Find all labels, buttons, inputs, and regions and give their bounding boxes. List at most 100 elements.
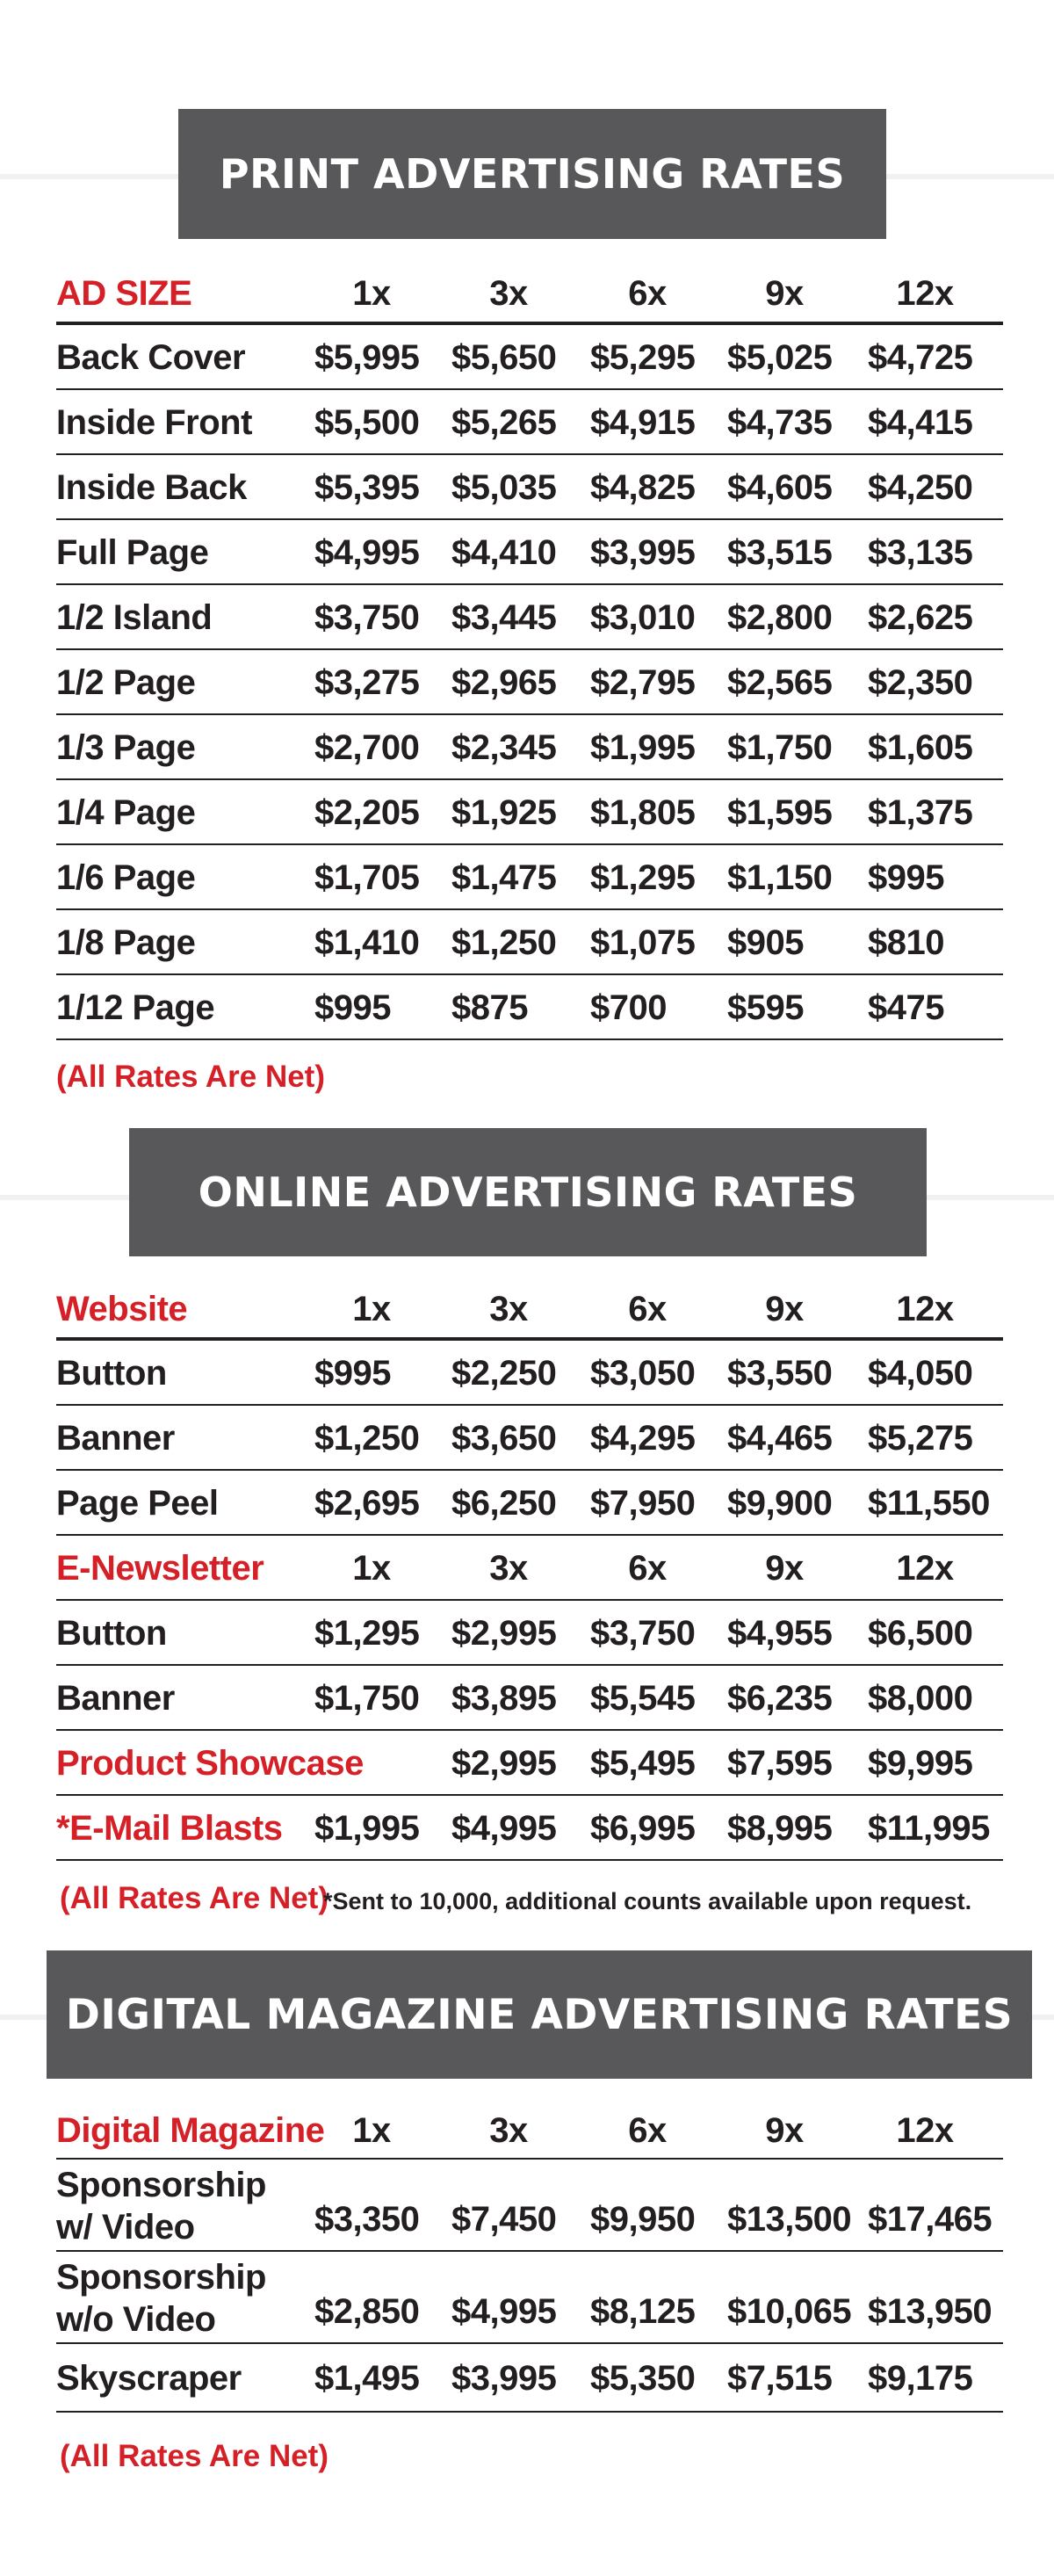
- rate-cell: $6,235: [727, 1678, 833, 1718]
- divider: [56, 1534, 1003, 1536]
- rate-cell: $13,950: [868, 2292, 993, 2331]
- header-3x: 3x: [489, 273, 528, 313]
- row-label: Banner: [56, 1678, 175, 1718]
- divider: [56, 322, 1003, 325]
- digital-rates-title: DIGITAL MAGAZINE ADVERTISING RATES: [65, 1990, 1014, 2039]
- divider: [56, 2158, 1003, 2160]
- row-label-line-1: Sponsorship: [56, 2257, 266, 2297]
- rate-cell: $2,850: [314, 2292, 420, 2331]
- rate-cell: $8,125: [590, 2292, 696, 2331]
- header-9x: 9x: [765, 1548, 804, 1588]
- rate-cell: $1,595: [727, 792, 833, 832]
- rate-cell: $6,995: [590, 1808, 696, 1848]
- digital-rates-table: Digital Magazine 1x 3x 6x 9x 12x Sponsor…: [56, 2102, 1003, 2413]
- rate-cell: $3,995: [590, 532, 696, 572]
- row-label: Inside Front: [56, 402, 252, 442]
- header-6x: 6x: [628, 2110, 667, 2150]
- rate-cell: $2,350: [868, 662, 973, 702]
- rate-cell: $2,205: [314, 792, 420, 832]
- table-row: Inside Back $5,395 $5,035 $4,825 $4,605 $4,25…: [56, 455, 1003, 520]
- rate-cell: $1,375: [868, 792, 973, 832]
- rate-cell: $4,735: [727, 402, 833, 442]
- rate-cell: $7,450: [451, 2200, 557, 2239]
- rate-cell: $9,950: [590, 2200, 696, 2239]
- rate-cell: $9,900: [727, 1483, 833, 1523]
- rate-cell: $2,700: [314, 727, 420, 767]
- table-row: 1/4 Page $2,205 $1,925 $1,805 $1,595 $1,375: [56, 780, 1003, 845]
- rate-cell: $4,995: [314, 532, 420, 572]
- divider: [56, 2250, 1003, 2252]
- rate-cell: $11,995: [868, 1808, 990, 1848]
- rate-cell: $5,650: [451, 337, 557, 377]
- rate-cell: $1,705: [314, 857, 420, 897]
- product-showcase-row: Product Showcase $2,995 $5,495 $7,595 $9…: [56, 1731, 1003, 1796]
- rate-cell: $5,350: [590, 2358, 696, 2398]
- divider: [56, 583, 1003, 585]
- rate-cell: $1,805: [590, 792, 696, 832]
- table-header-row: AD SIZE 1x 3x 6x 9x 12x: [56, 262, 1003, 325]
- rate-cell: $8,995: [727, 1808, 833, 1848]
- divider: [56, 1404, 1003, 1406]
- rate-cell: $995: [868, 857, 944, 897]
- rate-cell: $5,395: [314, 467, 420, 507]
- rate-cell: $1,995: [590, 727, 696, 767]
- rate-cell: $4,725: [868, 337, 973, 377]
- row-label: Page Peel: [56, 1483, 219, 1523]
- website-header-row: Website 1x 3x 6x 9x 12x: [56, 1277, 1003, 1341]
- rate-cell: $4,955: [727, 1613, 833, 1653]
- rate-cell: $995: [314, 988, 391, 1027]
- table-row: 1/2 Island $3,750 $3,445 $3,010 $2,800 $2,625: [56, 585, 1003, 650]
- header-9x: 9x: [765, 1289, 804, 1328]
- rate-cell: $4,605: [727, 467, 833, 507]
- divider: [56, 713, 1003, 715]
- rate-cell: $3,515: [727, 532, 833, 572]
- rate-cell: $1,295: [314, 1613, 420, 1653]
- row-label: 1/12 Page: [56, 988, 215, 1027]
- row-label-line-2: w/o Video: [56, 2299, 216, 2339]
- row-label: Inside Back: [56, 467, 247, 507]
- rate-cell: $6,250: [451, 1483, 557, 1523]
- rate-cell: $3,445: [451, 597, 557, 637]
- header-12x: 12x: [896, 273, 954, 313]
- rate-cell: $4,410: [451, 532, 557, 572]
- rate-cell: $2,795: [590, 662, 696, 702]
- rate-cell: $1,075: [590, 923, 696, 962]
- divider: [56, 518, 1003, 520]
- rate-cell: $3,995: [451, 2358, 557, 2398]
- rate-cell: $6,500: [868, 1613, 973, 1653]
- header-digital-magazine: Digital Magazine: [56, 2110, 325, 2150]
- digital-net-note: (All Rates Are Net): [60, 2439, 328, 2473]
- rate-cell: $9,995: [868, 1743, 973, 1783]
- newsletter-header-row: E-Newsletter 1x 3x 6x 9x 12x: [56, 1536, 1003, 1601]
- rate-cell: $5,995: [314, 337, 420, 377]
- header-12x: 12x: [896, 1289, 954, 1328]
- divider: [56, 1729, 1003, 1731]
- row-label: 1/2 Page: [56, 662, 196, 702]
- rate-cell: $1,250: [451, 923, 557, 962]
- row-label: Button: [56, 1353, 167, 1393]
- table-row: 1/3 Page $2,700 $2,345 $1,995 $1,750 $1,605: [56, 715, 1003, 780]
- rate-cell: $9,175: [868, 2358, 973, 2398]
- rate-cell: $1,250: [314, 1418, 420, 1458]
- rate-cell: $2,250: [451, 1353, 557, 1393]
- rate-cell: $4,995: [451, 1808, 557, 1848]
- header-1x: 1x: [352, 1289, 391, 1328]
- rate-cell: $3,135: [868, 532, 973, 572]
- rate-cell: $2,565: [727, 662, 833, 702]
- divider: [56, 2342, 1003, 2344]
- header-3x: 3x: [489, 1289, 528, 1328]
- divider: [56, 973, 1003, 975]
- header-9x: 9x: [765, 273, 804, 313]
- rate-cell: $1,475: [451, 857, 557, 897]
- rate-cell: $1,410: [314, 923, 420, 962]
- header-9x: 9x: [765, 2110, 804, 2150]
- rate-cell: $4,250: [868, 467, 973, 507]
- divider: [56, 843, 1003, 845]
- divider: [56, 648, 1003, 650]
- email-blasts-footnote: *Sent to 10,000, additional counts avail…: [323, 1888, 972, 1914]
- email-blasts-row: *E-Mail Blasts $1,995 $4,995 $6,995 $8,9…: [56, 1796, 1003, 1861]
- row-label-line-2: w/ Video: [56, 2207, 195, 2247]
- row-label: 1/2 Island: [56, 597, 213, 637]
- rate-cell: $4,825: [590, 467, 696, 507]
- table-row: 1/2 Page $3,275 $2,965 $2,795 $2,565 $2,350: [56, 650, 1003, 715]
